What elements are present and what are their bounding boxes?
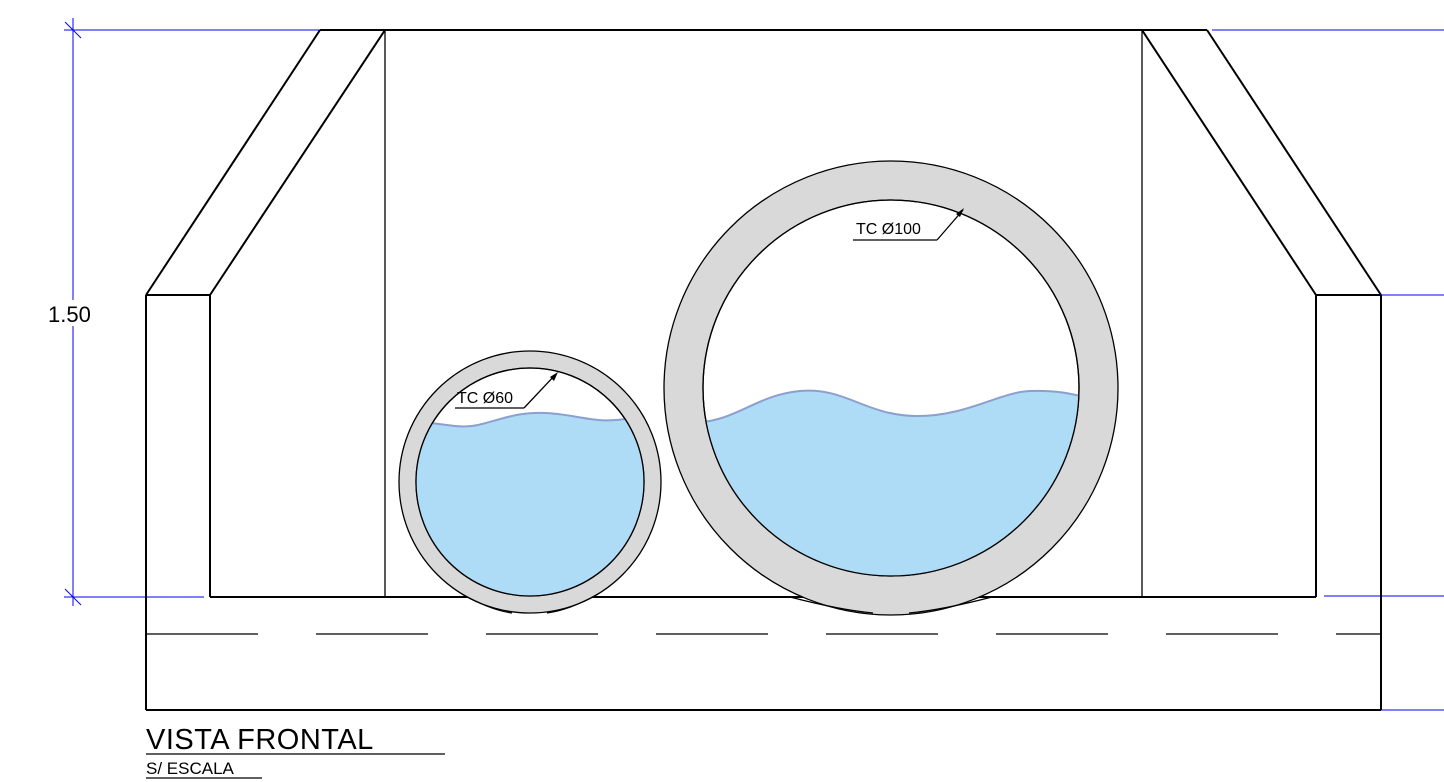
pipe-small-water-surface bbox=[416, 411, 644, 428]
bottom-tick bbox=[64, 588, 82, 606]
left-wing-outer-slope bbox=[145, 29, 321, 296]
dimension-height-text: 1.50 bbox=[48, 302, 91, 327]
pipe-large: TC Ø100 bbox=[663, 160, 1119, 616]
pipe-large-invert-arc-left bbox=[789, 596, 874, 614]
pipe-small-invert-arc-right bbox=[546, 593, 599, 614]
pipe-large-invert-arc-right bbox=[908, 596, 993, 614]
dimension-text-mask bbox=[48, 300, 98, 326]
right-wing-outer-slope bbox=[1206, 29, 1382, 296]
pipe-large-leader-arrow bbox=[956, 208, 964, 217]
left-wing-inner-slope bbox=[209, 29, 386, 296]
pipe-large-label: TC Ø100 bbox=[856, 221, 921, 238]
pipe-small-water bbox=[416, 412, 644, 596]
pipe-large-bore-outline bbox=[702, 199, 1080, 577]
drawing-title: VISTA FRONTAL bbox=[146, 724, 374, 756]
pipe-small-bore-outline bbox=[415, 367, 645, 597]
pipe-large-water bbox=[703, 390, 1079, 576]
drawing-scale-note: S/ ESCALA bbox=[146, 759, 235, 778]
pipe-small-leader-arrow bbox=[550, 372, 558, 381]
pipe-small-label: TC Ø60 bbox=[457, 390, 513, 407]
headwall-outline bbox=[145, 29, 1382, 711]
drawing-title-block: VISTA FRONTAL S/ ESCALA bbox=[146, 724, 445, 779]
pipe-small: TC Ø60 bbox=[398, 350, 662, 614]
pipe-large-water-surface bbox=[703, 389, 1079, 424]
pipe-small-leader-slant bbox=[523, 373, 557, 409]
pipe-small-invert-arc-left bbox=[461, 593, 513, 614]
interior-lines bbox=[384, 30, 1143, 597]
right-wing-inner-slope bbox=[1141, 29, 1317, 296]
top-tick bbox=[64, 21, 82, 39]
